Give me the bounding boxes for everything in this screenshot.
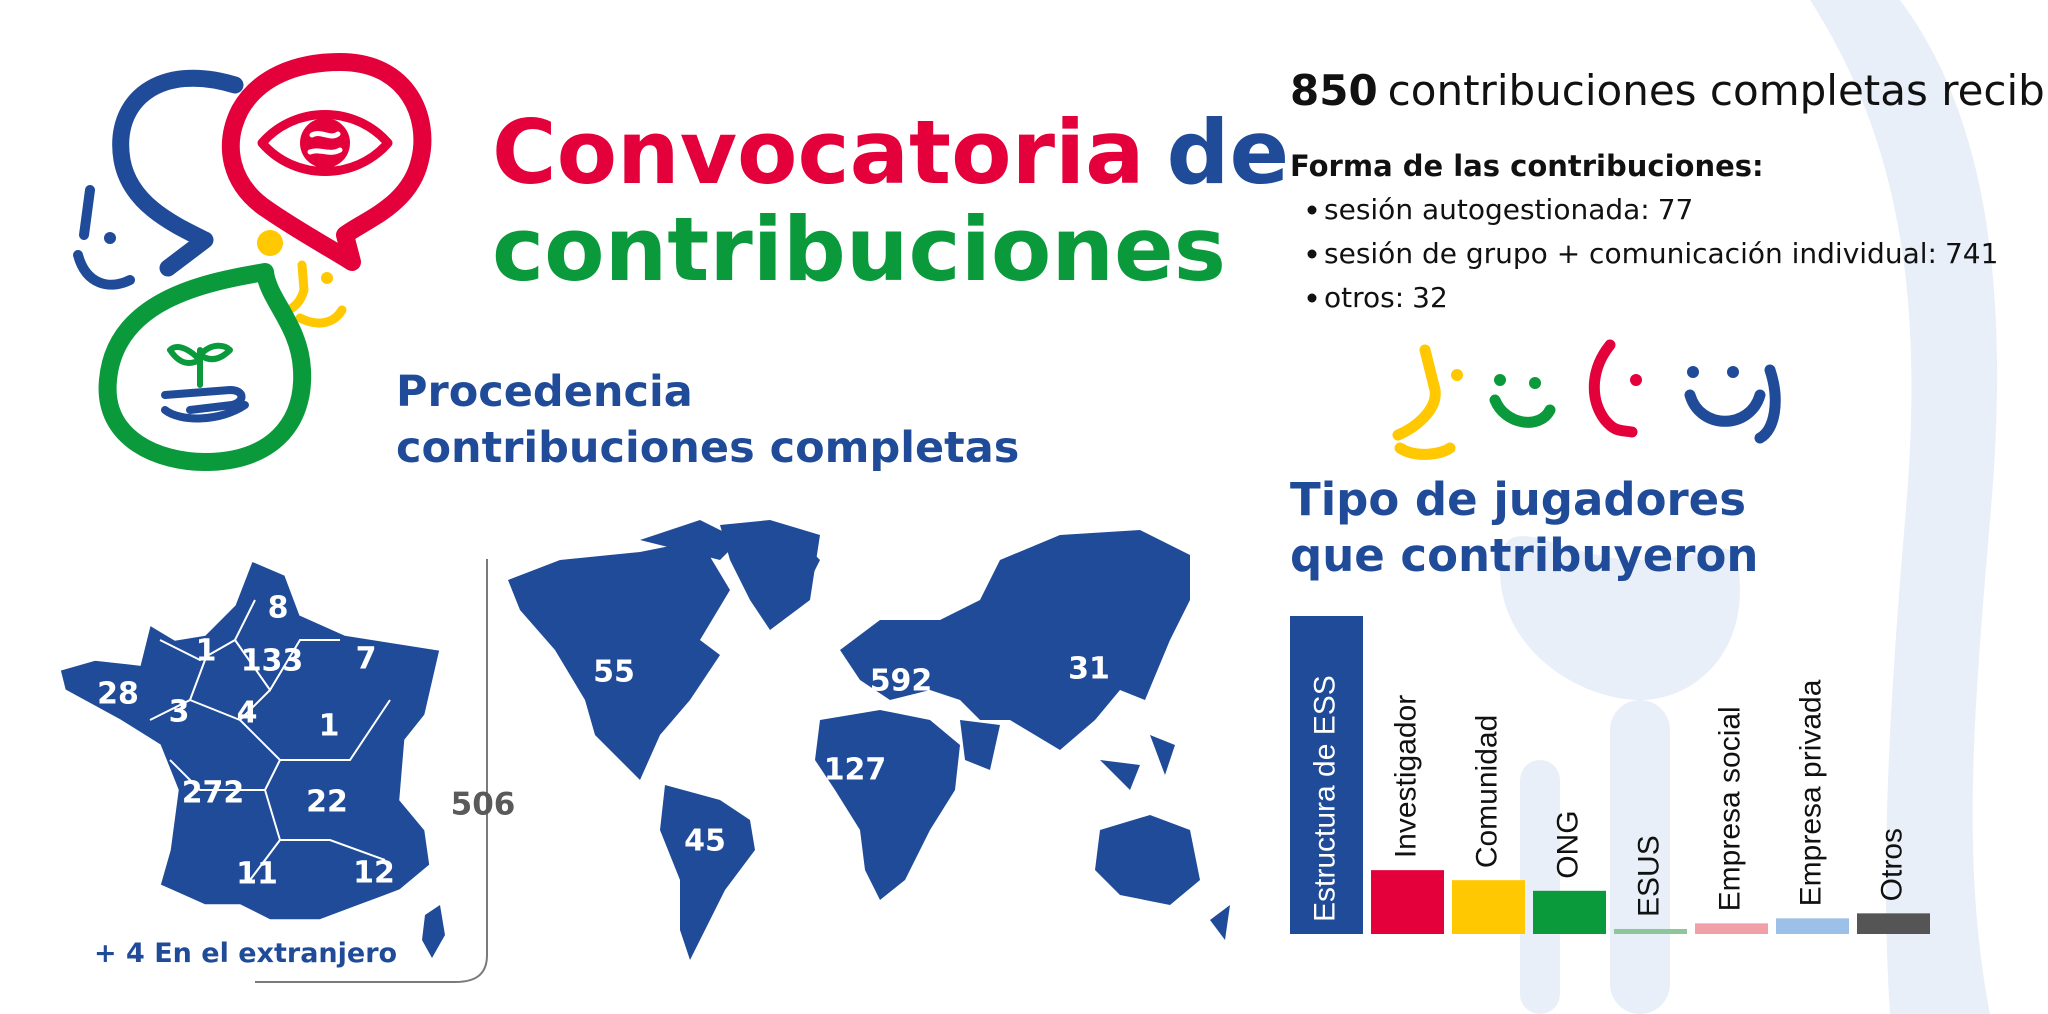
region-value: 7 xyxy=(356,642,377,677)
title-line-1: Convocatoria de xyxy=(492,101,1289,204)
bar-label: Otros xyxy=(1875,828,1908,901)
title-word: de xyxy=(1167,101,1290,204)
region-value: 592 xyxy=(870,664,933,699)
form-label: sesión de grupo + comunicación individua… xyxy=(1324,237,1937,270)
bullet xyxy=(1307,249,1317,259)
chart-title: que contribuyeron xyxy=(1290,529,1758,582)
region-value: 1 xyxy=(196,634,217,669)
bar-label: Empresa privada xyxy=(1794,679,1827,906)
region-value: 272 xyxy=(182,776,245,811)
bar xyxy=(1857,913,1930,934)
region-value: 127 xyxy=(824,753,887,788)
france-total: 506 xyxy=(451,787,516,823)
world-values: 55 592 31 127 45 xyxy=(593,652,1110,859)
origin-heading: contribuciones completas xyxy=(396,423,1019,473)
form-label: sesión autogestionada: xyxy=(1324,193,1650,226)
form-count: 77 xyxy=(1658,193,1694,226)
bar xyxy=(1290,616,1363,934)
bullet xyxy=(1307,205,1317,215)
bar-label: Estructura de ESS xyxy=(1308,675,1341,922)
chart-title: Tipo de jugadores xyxy=(1290,473,1746,526)
region-value: 4 xyxy=(237,696,258,731)
region-value: 31 xyxy=(1068,652,1110,687)
form-label: otros: xyxy=(1324,281,1404,314)
region-value: 133 xyxy=(241,644,304,679)
title-word: Convocatoria xyxy=(492,101,1145,204)
bar-label: Empresa social xyxy=(1713,706,1746,911)
form-item: otros: 32 xyxy=(1324,281,1448,314)
bar-label: Investigador xyxy=(1389,695,1422,858)
bracket xyxy=(255,559,488,983)
background-figure xyxy=(1500,0,1998,1014)
bar xyxy=(1695,923,1768,934)
bar-label: Comunidad xyxy=(1470,715,1503,868)
bar xyxy=(1452,880,1525,934)
form-count: 741 xyxy=(1945,237,1998,270)
region-value: 45 xyxy=(684,824,726,859)
abroad-note: + 4 En el extranjero xyxy=(94,938,397,969)
total-text: contribuciones completas recibidas xyxy=(1388,66,2048,115)
france-map xyxy=(59,560,445,958)
forms-list: sesión autogestionada: 77 sesión de grupo … xyxy=(1307,193,1998,314)
bar xyxy=(1533,890,1606,934)
bar xyxy=(1614,928,1687,934)
form-count: 32 xyxy=(1412,281,1448,314)
bar xyxy=(1371,870,1444,934)
region-value: 8 xyxy=(268,591,289,626)
bar-label: ONG xyxy=(1551,810,1584,878)
region-value: 3 xyxy=(169,695,190,730)
forms-heading: Forma de las contribuciones: xyxy=(1290,149,1764,183)
region-value: 11 xyxy=(236,857,278,892)
bar-chart: Estructura de ESS Investigador Comunidad ON… xyxy=(1290,616,1930,934)
logo xyxy=(73,53,432,471)
bullet xyxy=(1307,293,1317,303)
region-value: 22 xyxy=(306,785,348,820)
form-item: sesión de grupo + comunicación individua… xyxy=(1324,237,1998,270)
title-line-2: contribuciones xyxy=(492,198,1226,301)
world-map xyxy=(508,520,1230,960)
faces xyxy=(1392,339,1781,460)
region-value: 12 xyxy=(353,856,395,891)
total-count: 850 xyxy=(1290,66,1378,115)
bar xyxy=(1776,918,1849,934)
region-value: 28 xyxy=(97,677,139,712)
bar-label: ESUS xyxy=(1632,835,1665,917)
form-item: sesión autogestionada: 77 xyxy=(1324,193,1693,226)
region-value: 55 xyxy=(593,655,635,690)
origin-heading: Procedencia xyxy=(396,367,693,417)
region-value: 1 xyxy=(319,709,340,744)
